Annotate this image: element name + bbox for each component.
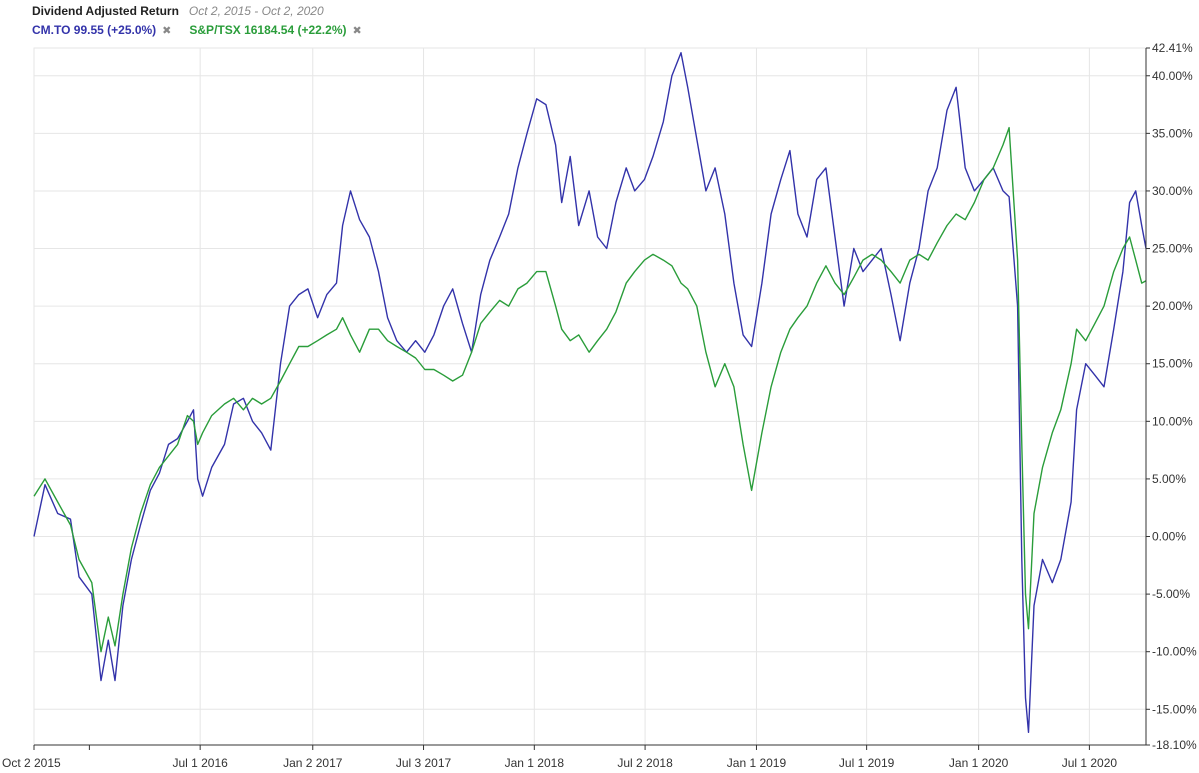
close-icon[interactable]: ✖ <box>162 25 172 37</box>
x-tick-label: Jul 2 2018 <box>617 756 673 770</box>
series-lines <box>33 52 1147 733</box>
grid <box>33 47 1147 746</box>
x-tick-label: Oct 2 2015 <box>2 756 61 770</box>
legend-item-sp-tsx[interactable]: S&P/TSX 16184.54 (+22.2%) ✖ <box>189 22 361 39</box>
y-tick-label: 20.00% <box>1152 299 1193 313</box>
x-tick-label: Jul 1 2016 <box>172 756 228 770</box>
x-tick-label: Jul 3 2017 <box>396 756 452 770</box>
y-tick-label: 0.00% <box>1152 530 1186 544</box>
chart-title: Dividend Adjusted Return <box>32 4 179 18</box>
legend-label-sp-tsx: S&P/TSX 16184.54 (+22.2%) <box>189 23 347 37</box>
y-tick-label: 35.00% <box>1152 126 1193 140</box>
y-tick-label: 25.00% <box>1152 242 1193 256</box>
y-tick-label: 40.00% <box>1152 69 1193 83</box>
legend-item-cm-to[interactable]: CM.TO 99.55 (+25.0%) ✖ <box>32 22 171 39</box>
title-row: Dividend Adjusted Return Oct 2, 2015 - O… <box>32 3 362 19</box>
x-tick-label: Jan 1 2018 <box>505 756 565 770</box>
x-tick-label: Jul 1 2020 <box>1062 756 1118 770</box>
x-tick-label: Jul 1 2019 <box>839 756 895 770</box>
legend: CM.TO 99.55 (+25.0%) ✖ S&P/TSX 16184.54 … <box>32 22 362 39</box>
axes: 42.41% 40.00% 35.00% 30.00% 25.00% 20.00% 15.0… <box>2 41 1197 770</box>
series-line-sp-tsx <box>33 126 1147 653</box>
y-tick-label: 30.00% <box>1152 184 1193 198</box>
y-tick-label: -18.10% <box>1152 738 1197 752</box>
date-range: Oct 2, 2015 - Oct 2, 2020 <box>188 4 324 18</box>
close-icon[interactable]: ✖ <box>352 25 362 37</box>
x-tick-label: Jan 1 2019 <box>727 756 787 770</box>
y-tick-label: 5.00% <box>1152 472 1186 486</box>
y-tick-label: 42.41% <box>1152 41 1193 55</box>
y-tick-label: -10.00% <box>1152 645 1197 659</box>
y-tick-label: 15.00% <box>1152 357 1193 371</box>
x-tick-label: Jan 2 2017 <box>283 756 343 770</box>
series-line-cm-to <box>33 52 1147 733</box>
plot-area <box>33 47 1147 746</box>
legend-label-cm-to: CM.TO 99.55 (+25.0%) <box>32 23 157 37</box>
y-tick-label: 10.00% <box>1152 414 1193 428</box>
y-tick-label: -15.00% <box>1152 702 1197 716</box>
x-tick-label: Jan 1 2020 <box>949 756 1009 770</box>
y-tick-label: -5.00% <box>1152 587 1190 601</box>
chart-header: Dividend Adjusted Return Oct 2, 2015 - O… <box>32 3 362 39</box>
